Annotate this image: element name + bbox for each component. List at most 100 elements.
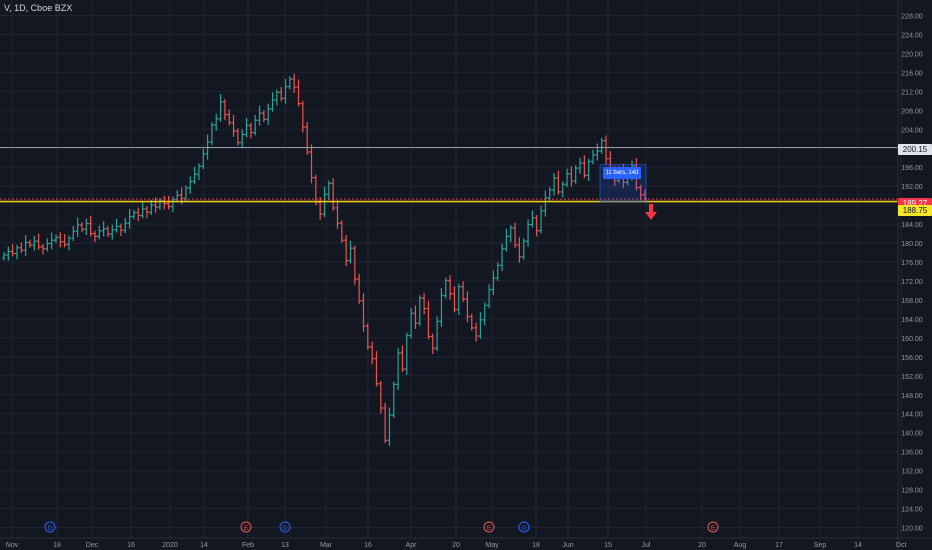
event-marker[interactable]: D — [44, 521, 56, 533]
price-tick-label: 180.00 — [901, 241, 923, 248]
price-tick-label: 176.00 — [901, 260, 923, 267]
ohlc-bar — [140, 201, 145, 219]
price-tick-label: 168.00 — [901, 298, 923, 305]
price-tick-label: 164.00 — [901, 317, 923, 324]
price-tick-label: 212.00 — [901, 89, 923, 96]
ohlc-bar — [188, 176, 193, 194]
ohlc-bar — [196, 163, 201, 180]
time-tick-label: Aug — [734, 542, 747, 549]
price-tick-label: 216.00 — [901, 70, 923, 77]
ohlc-bar — [439, 288, 444, 327]
current-price-label: 189.27 — [898, 198, 932, 209]
ohlc-bar — [387, 407, 392, 446]
ohlc-bar — [539, 205, 544, 234]
ohlc-bar — [435, 316, 440, 352]
ohlc-bar — [595, 143, 600, 161]
time-tick-label: 17 — [775, 542, 783, 549]
ohlc-bar — [227, 109, 232, 126]
time-tick-label: 14 — [200, 542, 208, 549]
ohlc-bar — [2, 252, 6, 261]
price-tick-label: 160.00 — [901, 336, 923, 343]
ohlc-bar — [404, 332, 409, 375]
ohlc-bar — [127, 208, 132, 229]
ohlc-bar — [599, 137, 604, 154]
ohlc-bar — [591, 149, 596, 165]
time-tick-label: 18 — [532, 542, 540, 549]
ohlc-bar — [513, 222, 518, 248]
time-tick-label: 20 — [452, 542, 460, 549]
ohlc-bar — [214, 113, 219, 131]
time-tick-label: Dec — [86, 542, 99, 549]
ohlc-bar — [144, 206, 149, 218]
ohlc-bar — [40, 244, 45, 255]
ohlc-bar — [426, 300, 431, 340]
event-marker[interactable]: E — [707, 521, 719, 533]
price-tick-label: 224.00 — [901, 32, 923, 39]
time-axis: Nov 18 Dec 16 2020 14 Feb 13 Mar 16 Apr 20 May 18 Jun 1… — [0, 537, 932, 549]
time-tick-label: Oct — [896, 542, 907, 549]
ohlc-bar — [534, 215, 539, 237]
ohlc-bar — [530, 210, 535, 228]
ohlc-bar — [335, 200, 340, 229]
time-tick-label: 2020 — [162, 542, 178, 549]
ohlc-bar — [23, 234, 28, 256]
event-marker[interactable]: E — [483, 521, 495, 533]
ohlc-bar — [357, 273, 362, 304]
ohlc-bar — [274, 89, 279, 106]
ohlc-bar — [331, 178, 336, 211]
price-tick-label: 120.00 — [901, 526, 923, 533]
event-marker[interactable]: D — [279, 521, 291, 533]
ohlc-bar — [266, 103, 271, 126]
symbol-title[interactable]: V, 1D, Cboe BZX — [4, 3, 73, 13]
ohlc-bar — [136, 207, 141, 222]
event-marker[interactable]: E — [240, 521, 252, 533]
ohlc-bar — [573, 165, 578, 184]
event-marker-icon — [44, 521, 56, 533]
price-tick-label: 156.00 — [901, 355, 923, 362]
ohlc-bar — [101, 221, 106, 237]
ohlc-bar — [45, 238, 50, 252]
ohlc-bar — [578, 157, 583, 174]
ohlc-bar — [452, 286, 457, 313]
event-marker-icon — [240, 521, 252, 533]
ohlc-bar — [253, 115, 258, 136]
ohlc-bar — [474, 322, 479, 342]
ohlc-bar — [10, 244, 15, 257]
ohlc-bar — [305, 121, 310, 155]
ohlc-bar — [391, 381, 396, 418]
ohlc-bar — [149, 199, 154, 216]
ohlc-bar — [248, 122, 253, 139]
time-tick-label: May — [485, 542, 499, 549]
time-tick-label: Jun — [562, 542, 573, 549]
price-tick-label: 184.00 — [901, 222, 923, 229]
ohlc-bar — [53, 234, 58, 244]
ohlc-bar — [231, 115, 236, 137]
ohlc-bar — [131, 209, 136, 220]
event-marker-letter: E — [711, 526, 715, 532]
ohlc-bar — [413, 305, 418, 329]
event-marker[interactable]: D — [518, 521, 530, 533]
event-marker-icon — [483, 521, 495, 533]
ohlc-bar — [352, 245, 357, 285]
ohlc-bar — [192, 166, 197, 185]
ohlc-bar — [92, 230, 97, 243]
ohlc-bar — [465, 291, 470, 323]
ohlc-bar — [344, 234, 349, 267]
ohlc-bar — [526, 219, 531, 247]
ohlc-bar — [14, 244, 19, 260]
ohlc-bar — [508, 225, 513, 243]
resistance-price-label: 200.15 — [898, 144, 932, 155]
time-tick-label: 20 — [698, 542, 706, 549]
price-tick-label: 148.00 — [901, 393, 923, 400]
ohlc-bar — [638, 184, 643, 201]
time-tick-label: Nov — [6, 542, 19, 549]
price-tick-label: 144.00 — [901, 412, 923, 419]
ohlc-bar — [79, 222, 84, 233]
ohlc-bar — [422, 292, 427, 315]
ohlc-bar — [6, 246, 11, 261]
horizontal-lines — [0, 147, 898, 203]
time-tick-label: 13 — [281, 542, 289, 549]
ohlc-bar — [283, 79, 288, 105]
ohlc-bar — [448, 275, 453, 300]
